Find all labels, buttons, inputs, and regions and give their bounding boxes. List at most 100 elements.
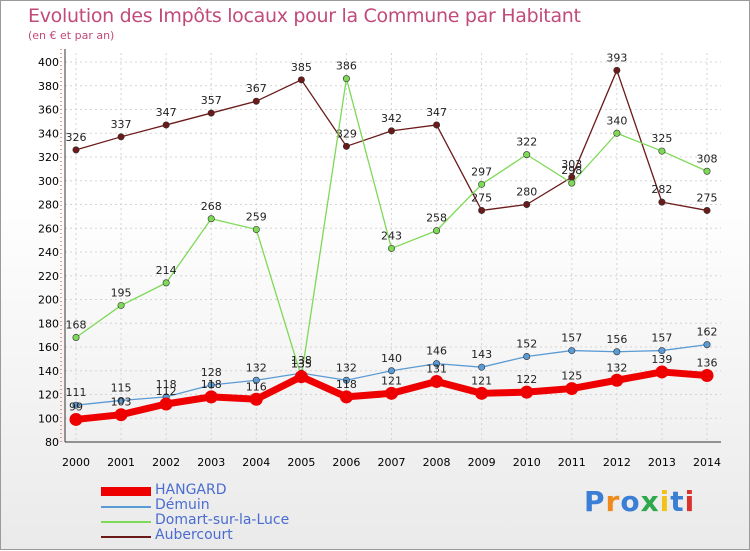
proxiti-logo-letter: x xyxy=(640,485,660,518)
data-label: 115 xyxy=(111,381,132,394)
data-point xyxy=(478,180,486,188)
data-label: 132 xyxy=(336,361,357,374)
data-point xyxy=(159,397,173,411)
x-tick-label: 2003 xyxy=(197,456,225,469)
data-label: 157 xyxy=(561,332,582,345)
data-point xyxy=(72,333,80,341)
data-point xyxy=(565,382,579,396)
data-label: 118 xyxy=(156,378,177,391)
x-tick-label: 2014 xyxy=(693,456,721,469)
data-point xyxy=(252,376,260,384)
legend-swatch xyxy=(101,521,151,523)
data-label: 275 xyxy=(697,191,718,204)
data-point xyxy=(433,121,441,129)
data-label: 128 xyxy=(201,366,222,379)
data-label: 135 xyxy=(291,358,312,371)
x-tick-label: 2010 xyxy=(513,456,541,469)
y-tick-label: 280 xyxy=(38,199,59,212)
data-label: 157 xyxy=(651,332,672,345)
proxiti-logo-letter: i xyxy=(684,485,696,518)
y-tick-label: 220 xyxy=(38,270,59,283)
data-point xyxy=(613,348,621,356)
data-label: 138 xyxy=(291,354,312,367)
data-label: 140 xyxy=(381,352,402,365)
data-point xyxy=(117,301,125,309)
data-point xyxy=(249,392,263,406)
data-point xyxy=(297,76,305,84)
data-label: 121 xyxy=(381,374,402,387)
proxiti-logo-letter: i xyxy=(659,485,671,518)
legend-label: Démuin xyxy=(155,497,210,513)
data-label: 143 xyxy=(471,348,492,361)
data-label: 136 xyxy=(697,357,718,370)
chart-subtitle: (en € et par an) xyxy=(28,29,115,42)
data-label: 357 xyxy=(201,94,222,107)
proxiti-logo-letter: t xyxy=(670,485,685,518)
data-point xyxy=(207,109,215,117)
data-label: 152 xyxy=(516,338,537,351)
proxiti-logo-letter: P xyxy=(584,485,606,518)
y-tick-label: 300 xyxy=(38,175,59,188)
proxiti-logo-letter: o xyxy=(620,485,641,518)
data-point xyxy=(433,360,441,368)
x-tick-label: 2006 xyxy=(332,456,360,469)
data-point xyxy=(342,142,350,150)
x-tick-label: 2013 xyxy=(648,456,676,469)
data-point xyxy=(117,396,125,404)
x-tick-label: 2012 xyxy=(603,456,631,469)
data-label: 258 xyxy=(426,212,447,225)
legend-label: Aubercourt xyxy=(155,527,233,543)
legend-swatch xyxy=(101,487,151,496)
data-label: 298 xyxy=(561,164,582,177)
data-point xyxy=(294,370,308,384)
data-point xyxy=(207,215,215,223)
data-label: 243 xyxy=(381,229,402,242)
data-point xyxy=(69,412,83,426)
y-tick-label: 240 xyxy=(38,246,59,259)
data-label: 308 xyxy=(697,152,718,165)
data-point xyxy=(703,167,711,175)
data-point xyxy=(568,179,576,187)
data-label: 116 xyxy=(246,380,267,393)
data-label: 275 xyxy=(471,191,492,204)
data-label: 162 xyxy=(697,326,718,339)
data-point xyxy=(204,390,218,404)
y-tick-label: 120 xyxy=(38,389,59,402)
y-tick-label: 160 xyxy=(38,341,59,354)
data-label: 125 xyxy=(561,370,582,383)
data-label: 340 xyxy=(606,114,627,127)
data-point xyxy=(342,75,350,83)
legend-label: HANGARD xyxy=(155,482,227,498)
y-tick-label: 380 xyxy=(38,80,59,93)
data-label: 325 xyxy=(651,132,672,145)
data-point xyxy=(658,147,666,155)
data-point xyxy=(700,369,714,382)
data-label: 385 xyxy=(291,61,312,74)
data-point xyxy=(568,347,576,355)
y-tick-label: 200 xyxy=(38,294,59,307)
chart-title: Evolution des Impôts locaux pour la Comm… xyxy=(28,5,581,27)
data-label: 326 xyxy=(66,131,87,144)
y-tick-label: 140 xyxy=(38,365,59,378)
x-tick-label: 2009 xyxy=(468,456,496,469)
data-label: 347 xyxy=(426,106,447,119)
x-tick-label: 2004 xyxy=(242,456,270,469)
data-label: 195 xyxy=(111,286,132,299)
y-tick-label: 360 xyxy=(38,104,59,117)
data-point xyxy=(433,227,441,235)
data-point xyxy=(523,201,531,209)
data-point xyxy=(703,341,711,349)
data-point xyxy=(523,352,531,360)
data-label: 322 xyxy=(516,136,537,149)
y-tick-label: 260 xyxy=(38,222,59,235)
y-tick-label: 320 xyxy=(38,151,59,164)
x-tick-label: 2005 xyxy=(287,456,315,469)
data-point xyxy=(162,121,170,129)
data-point xyxy=(658,347,666,355)
data-label: 122 xyxy=(516,373,537,386)
data-label: 214 xyxy=(156,264,177,277)
data-label: 139 xyxy=(651,353,672,366)
x-tick-label: 2011 xyxy=(558,456,586,469)
data-point xyxy=(339,390,353,404)
